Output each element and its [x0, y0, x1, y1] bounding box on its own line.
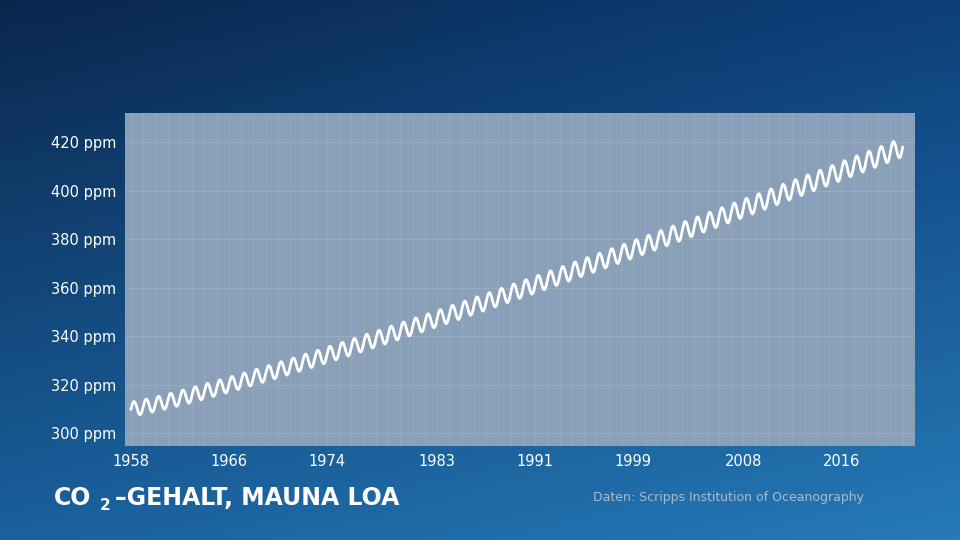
- Text: –GEHALT, MAUNA LOA: –GEHALT, MAUNA LOA: [115, 486, 399, 510]
- Text: Daten: Scripps Institution of Oceanography: Daten: Scripps Institution of Oceanograp…: [592, 491, 864, 504]
- Text: CO: CO: [54, 486, 91, 510]
- Text: 2: 2: [100, 498, 110, 513]
